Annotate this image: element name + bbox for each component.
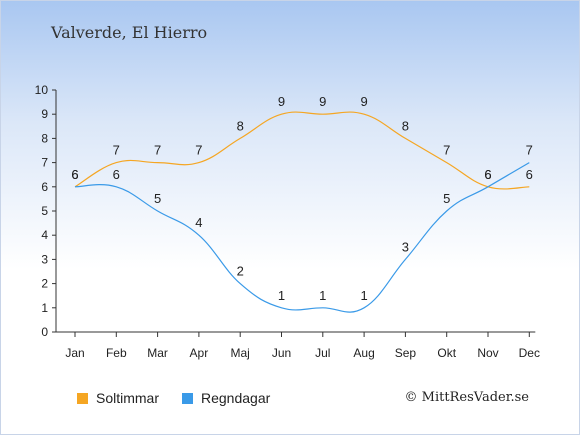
chart-title: Valverde, El Hierro [51, 23, 208, 42]
data-label-regndagar: 1 [319, 288, 326, 303]
data-label-soltimmar: 8 [237, 118, 244, 133]
data-label-regndagar: 6 [113, 167, 120, 182]
data-label-regndagar: 6 [71, 167, 78, 182]
y-tick-label: 5 [41, 204, 48, 218]
data-label-regndagar: 7 [526, 143, 533, 158]
x-tick-label: Maj [231, 346, 250, 360]
data-label-soltimmar: 6 [526, 167, 533, 182]
data-label-soltimmar: 7 [113, 143, 120, 158]
legend-item-soltimmar: Soltimmar [77, 390, 159, 406]
y-tick-label: 7 [41, 156, 48, 170]
y-tick-label: 4 [41, 228, 48, 242]
x-tick-label: Jan [65, 346, 84, 360]
y-tick-label: 10 [35, 83, 49, 97]
data-label-soltimmar: 9 [278, 94, 285, 109]
legend-item-regndagar: Regndagar [182, 390, 270, 406]
data-label-soltimmar: 8 [402, 118, 409, 133]
data-label-regndagar: 2 [237, 264, 244, 279]
data-label-soltimmar: 7 [154, 143, 161, 158]
data-label-regndagar: 4 [195, 215, 202, 230]
x-tick-label: Apr [190, 346, 209, 360]
data-label-soltimmar: 6 [484, 167, 491, 182]
y-tick-label: 0 [41, 325, 48, 339]
data-label-regndagar: 5 [154, 191, 161, 206]
data-label-soltimmar: 6 [71, 167, 78, 182]
data-label-regndagar: 1 [278, 288, 285, 303]
y-tick-label: 3 [41, 252, 48, 266]
x-tick-label: Aug [353, 346, 374, 360]
data-label-soltimmar: 9 [360, 94, 367, 109]
data-label-regndagar: 5 [443, 191, 450, 206]
x-tick-label: Okt [437, 346, 456, 360]
x-tick-label: Jul [315, 346, 330, 360]
data-label-regndagar: 3 [402, 239, 409, 254]
y-tick-label: 6 [41, 180, 48, 194]
data-label-regndagar: 6 [484, 167, 491, 182]
legend-swatch-regndagar [182, 392, 193, 404]
legend-label-regndagar: Regndagar [201, 390, 271, 406]
data-label-soltimmar: 7 [443, 143, 450, 158]
data-label-regndagar: 1 [360, 288, 367, 303]
credit-text: © MittResVader.se [404, 390, 529, 405]
y-tick-label: 9 [41, 107, 48, 121]
y-tick-label: 8 [41, 131, 48, 145]
x-tick-label: Mar [147, 346, 168, 360]
y-tick-label: 1 [41, 301, 48, 315]
data-label-soltimmar: 7 [195, 143, 202, 158]
legend-label-soltimmar: Soltimmar [96, 390, 160, 406]
x-tick-label: Nov [477, 346, 498, 360]
data-label-soltimmar: 9 [319, 94, 326, 109]
x-tick-label: Jun [272, 346, 291, 360]
x-tick-label: Feb [106, 346, 127, 360]
y-tick-label: 2 [41, 277, 48, 291]
legend-swatch-soltimmar [77, 392, 88, 404]
x-tick-label: Dec [519, 346, 540, 360]
x-tick-label: Sep [395, 346, 417, 360]
series-line-regndagar [74, 162, 530, 313]
series-line-soltimmar [74, 111, 530, 190]
